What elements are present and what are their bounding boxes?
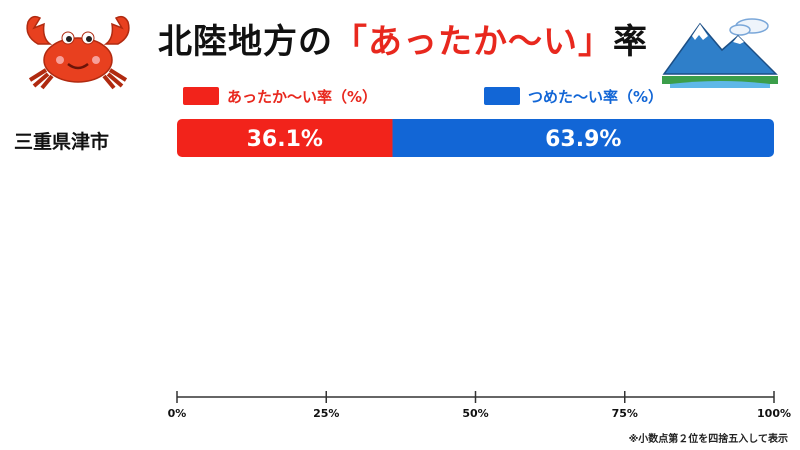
x-tick-label: 100% — [757, 407, 791, 420]
title-suffix: 率 — [613, 22, 648, 62]
chart-title: 北陸地方の「あったか〜い」率 — [158, 14, 648, 63]
bar-segment-cold — [392, 119, 774, 157]
footnote: ※小数点第２位を四捨五入して表示 — [628, 434, 788, 445]
legend-swatch-cold — [484, 87, 520, 105]
legend-label-cold: つめた〜い率（%） — [528, 87, 664, 106]
legend-item-cold: つめた〜い率（%） — [484, 86, 663, 106]
bar-value-label-cold: 63.9% — [545, 127, 621, 152]
crab-icon — [26, 15, 130, 90]
x-tick-label: 75% — [611, 407, 638, 420]
x-tick-label: 25% — [313, 407, 340, 420]
x-axis-labels: 0% 25% 50% 75% 100% — [0, 407, 800, 427]
mountain-icon — [662, 18, 778, 88]
bar-value-label-warm: 36.1% — [247, 127, 323, 152]
category-label: 三重県津市 — [14, 131, 110, 153]
title-prefix: 北陸地方の — [158, 22, 333, 62]
x-tick-label: 50% — [462, 407, 489, 420]
bar-segment-warm — [177, 119, 393, 157]
legend-item-warm: あったか〜い率（%） — [183, 86, 377, 106]
legend-swatch-warm — [183, 87, 219, 105]
legend-label-warm: あったか〜い率（%） — [227, 87, 378, 106]
x-tick-label: 0% — [167, 407, 187, 420]
title-highlight: 「あったか〜い」 — [333, 22, 613, 62]
